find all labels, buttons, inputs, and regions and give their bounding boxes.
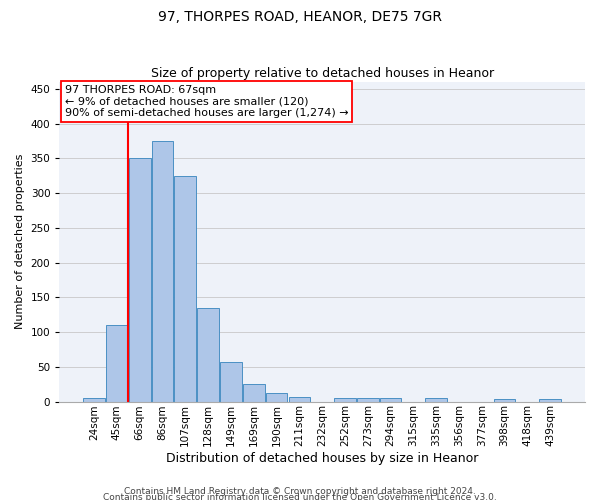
Bar bbox=[83, 398, 105, 402]
Text: 97 THORPES ROAD: 67sqm
← 9% of detached houses are smaller (120)
90% of semi-det: 97 THORPES ROAD: 67sqm ← 9% of detached … bbox=[65, 86, 348, 118]
Bar bbox=[380, 398, 401, 402]
Bar bbox=[357, 398, 379, 402]
Bar bbox=[334, 398, 356, 402]
Bar bbox=[129, 158, 151, 402]
Text: 97, THORPES ROAD, HEANOR, DE75 7GR: 97, THORPES ROAD, HEANOR, DE75 7GR bbox=[158, 10, 442, 24]
Text: Contains public sector information licensed under the Open Government Licence v3: Contains public sector information licen… bbox=[103, 492, 497, 500]
Bar bbox=[425, 398, 447, 402]
Bar bbox=[289, 398, 310, 402]
Bar bbox=[152, 141, 173, 402]
Bar bbox=[220, 362, 242, 402]
Bar bbox=[175, 176, 196, 402]
Y-axis label: Number of detached properties: Number of detached properties bbox=[15, 154, 25, 330]
Bar bbox=[243, 384, 265, 402]
Bar bbox=[266, 393, 287, 402]
Bar bbox=[494, 400, 515, 402]
Bar bbox=[106, 325, 128, 402]
Title: Size of property relative to detached houses in Heanor: Size of property relative to detached ho… bbox=[151, 66, 494, 80]
Bar bbox=[197, 308, 219, 402]
Text: Contains HM Land Registry data © Crown copyright and database right 2024.: Contains HM Land Registry data © Crown c… bbox=[124, 486, 476, 496]
Bar bbox=[539, 400, 561, 402]
X-axis label: Distribution of detached houses by size in Heanor: Distribution of detached houses by size … bbox=[166, 452, 478, 465]
